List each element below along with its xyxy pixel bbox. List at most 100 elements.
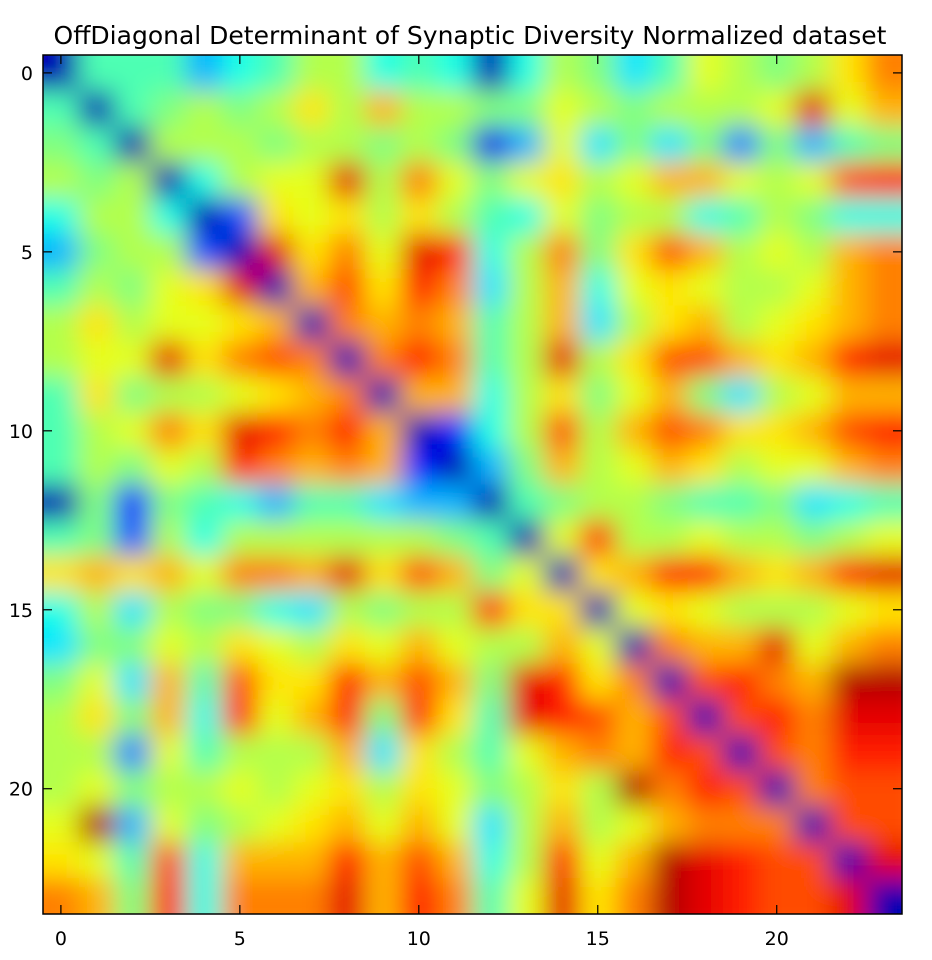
plot-frame bbox=[42, 54, 903, 915]
heatmap-cells bbox=[43, 55, 902, 914]
heatmap-cell-12-5 bbox=[221, 484, 259, 521]
heatmap-cell-7-22 bbox=[830, 305, 867, 342]
heatmap-cell-20-22 bbox=[830, 770, 867, 808]
heatmap-cell-18-1 bbox=[78, 699, 116, 736]
heatmap-cell-23-0 bbox=[43, 878, 80, 914]
heatmap-cell-9-3 bbox=[150, 377, 187, 414]
heatmap-cell-1-14 bbox=[544, 90, 581, 128]
heatmap-cell-19-9 bbox=[365, 735, 402, 772]
heatmap-cell-20-8 bbox=[329, 770, 366, 808]
heatmap-cell-22-10 bbox=[400, 842, 438, 879]
heatmap-cell-6-7 bbox=[293, 269, 330, 307]
heatmap-cell-22-21 bbox=[794, 842, 832, 879]
heatmap-cell-11-8 bbox=[329, 448, 366, 486]
heatmap-cell-5-20 bbox=[758, 233, 796, 271]
heatmap-cell-13-1 bbox=[78, 520, 116, 557]
heatmap-cell-10-11 bbox=[436, 412, 474, 450]
heatmap-cell-17-14 bbox=[544, 663, 581, 700]
heatmap-cell-2-10 bbox=[400, 126, 438, 163]
heatmap-cell-8-11 bbox=[436, 341, 474, 378]
heatmap-cell-17-5 bbox=[221, 663, 259, 700]
heatmap-cell-17-8 bbox=[329, 663, 366, 700]
heatmap-cell-0-11 bbox=[436, 55, 474, 92]
heatmap-cell-12-19 bbox=[723, 484, 760, 521]
heatmap-cell-16-13 bbox=[508, 627, 545, 665]
heatmap-cell-12-4 bbox=[186, 484, 223, 521]
heatmap-cell-4-15 bbox=[579, 198, 617, 235]
heatmap-cell-3-8 bbox=[329, 162, 366, 199]
heatmap-cell-17-11 bbox=[436, 663, 474, 700]
heatmap-cell-9-2 bbox=[114, 377, 151, 414]
heatmap-cell-23-8 bbox=[329, 878, 366, 914]
heatmap-cell-15-16 bbox=[615, 591, 653, 629]
heatmap-cell-16-7 bbox=[293, 627, 330, 665]
heatmap-cell-14-5 bbox=[221, 556, 259, 593]
heatmap-cell-1-17 bbox=[651, 90, 688, 128]
heatmap-cell-14-2 bbox=[114, 556, 151, 593]
heatmap-cell-3-12 bbox=[472, 162, 509, 199]
heatmap-cell-1-6 bbox=[257, 90, 295, 128]
heatmap-cell-4-13 bbox=[508, 198, 545, 235]
heatmap-cell-23-23 bbox=[866, 878, 902, 914]
heatmap-cell-20-10 bbox=[400, 770, 438, 808]
heatmap-cell-13-17 bbox=[651, 520, 688, 557]
heatmap-cell-9-13 bbox=[508, 377, 545, 414]
heatmap-cell-0-4 bbox=[186, 55, 223, 92]
heatmap-cell-22-4 bbox=[186, 842, 223, 879]
heatmap-cell-9-10 bbox=[400, 377, 438, 414]
heatmap-cell-16-6 bbox=[257, 627, 295, 665]
heatmap-cell-16-11 bbox=[436, 627, 474, 665]
heatmap-cell-14-14 bbox=[544, 556, 581, 593]
heatmap-cell-16-9 bbox=[365, 627, 402, 665]
heatmap-cell-1-4 bbox=[186, 90, 223, 128]
heatmap-cell-19-0 bbox=[43, 735, 80, 772]
heatmap-cell-3-22 bbox=[830, 162, 867, 199]
heatmap-cell-5-21 bbox=[794, 233, 832, 271]
heatmap-cell-3-17 bbox=[651, 162, 688, 199]
heatmap-cell-20-19 bbox=[723, 770, 760, 808]
heatmap-cell-22-23 bbox=[866, 842, 902, 879]
heatmap-cell-5-19 bbox=[723, 233, 760, 271]
heatmap-cell-18-23 bbox=[866, 699, 902, 736]
heatmap-cell-4-23 bbox=[866, 198, 902, 235]
heatmap-cell-13-10 bbox=[400, 520, 438, 557]
heatmap-cell-7-23 bbox=[866, 305, 902, 342]
heatmap-cell-7-2 bbox=[114, 305, 151, 342]
heatmap-cell-9-16 bbox=[615, 377, 653, 414]
heatmap-cell-3-11 bbox=[436, 162, 474, 199]
heatmap-cell-10-2 bbox=[114, 412, 151, 450]
heatmap-cell-15-15 bbox=[579, 591, 617, 629]
heatmap-cell-12-15 bbox=[579, 484, 617, 521]
heatmap-cell-14-21 bbox=[794, 556, 832, 593]
heatmap-cell-21-18 bbox=[687, 806, 724, 844]
heatmap-cell-7-15 bbox=[579, 305, 617, 342]
heatmap-cell-22-15 bbox=[579, 842, 617, 879]
heatmap-cell-21-6 bbox=[257, 806, 295, 844]
heatmap-cell-1-23 bbox=[866, 90, 902, 128]
heatmap-cell-14-13 bbox=[508, 556, 545, 593]
heatmap-cell-6-1 bbox=[78, 269, 116, 307]
heatmap-cell-8-22 bbox=[830, 341, 867, 378]
heatmap-cell-18-11 bbox=[436, 699, 474, 736]
heatmap-cell-16-23 bbox=[866, 627, 902, 665]
heatmap-cell-6-23 bbox=[866, 269, 902, 307]
heatmap-cell-17-16 bbox=[615, 663, 653, 700]
heatmap-cell-14-1 bbox=[78, 556, 116, 593]
heatmap-cell-1-16 bbox=[615, 90, 653, 128]
heatmap-cell-23-7 bbox=[293, 878, 330, 914]
heatmap-cell-5-8 bbox=[329, 233, 366, 271]
heatmap-cell-10-22 bbox=[830, 412, 867, 450]
heatmap-cell-1-20 bbox=[758, 90, 796, 128]
heatmap-cell-10-3 bbox=[150, 412, 187, 450]
heatmap-cell-11-2 bbox=[114, 448, 151, 486]
heatmap-cell-7-6 bbox=[257, 305, 295, 342]
heatmap-cell-12-8 bbox=[329, 484, 366, 521]
heatmap-cell-13-21 bbox=[794, 520, 832, 557]
heatmap-cell-19-22 bbox=[830, 735, 867, 772]
heatmap-cell-1-10 bbox=[400, 90, 438, 128]
heatmap-cell-12-20 bbox=[758, 484, 796, 521]
heatmap-cell-19-12 bbox=[472, 735, 509, 772]
heatmap-cell-16-19 bbox=[723, 627, 760, 665]
heatmap-cell-6-12 bbox=[472, 269, 509, 307]
heatmap-cell-10-13 bbox=[508, 412, 545, 450]
